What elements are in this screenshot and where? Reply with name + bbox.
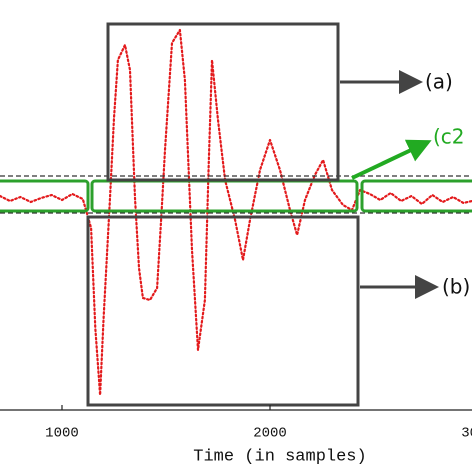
segment-box xyxy=(0,179,90,213)
plot-area xyxy=(0,28,472,397)
annotation: (b) xyxy=(442,275,470,299)
arrow xyxy=(351,139,432,180)
x-tick-label: 2000 xyxy=(253,426,287,442)
segment-box xyxy=(90,179,359,213)
annotation: (c2 xyxy=(433,125,465,149)
region-box xyxy=(106,22,340,182)
segment-box xyxy=(360,179,472,213)
x-tick-label: 1000 xyxy=(45,426,79,442)
x-axis-label: Time (in samples) xyxy=(193,447,366,466)
region-box xyxy=(86,215,360,407)
x-tick-label: 3000 xyxy=(461,426,472,442)
annotation: (a) xyxy=(425,70,453,94)
signal-line xyxy=(0,28,472,397)
